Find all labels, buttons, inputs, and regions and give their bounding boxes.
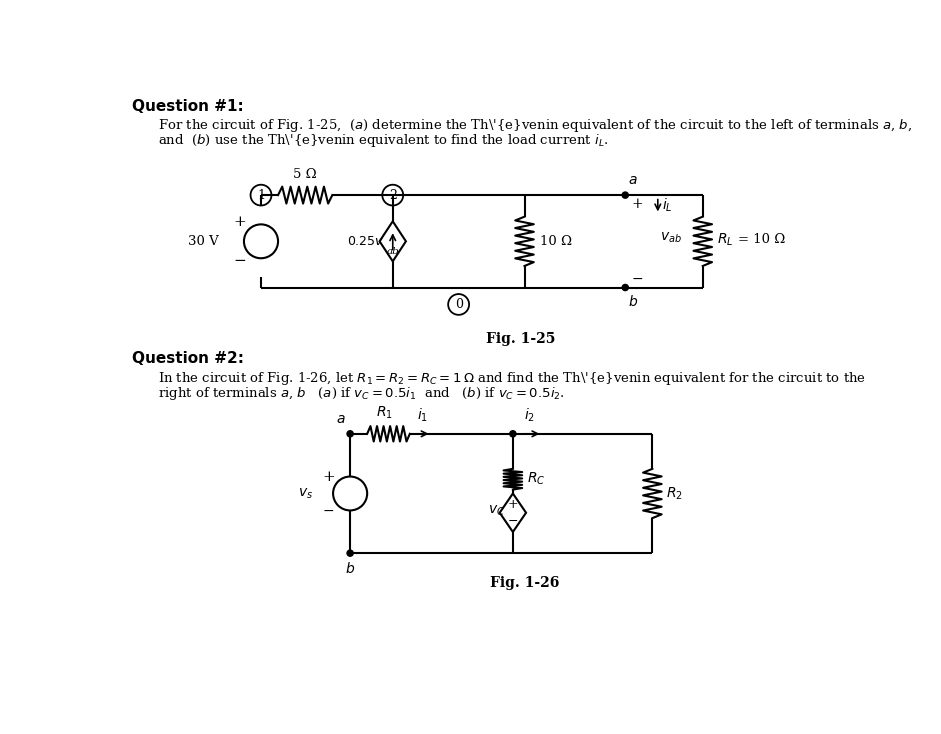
Text: 0: 0	[455, 298, 463, 311]
Text: Fig. 1-26: Fig. 1-26	[490, 576, 559, 590]
Text: $R_1$: $R_1$	[376, 404, 393, 421]
Circle shape	[622, 192, 629, 198]
Text: $b$: $b$	[629, 294, 639, 309]
Text: Fig. 1-25: Fig. 1-25	[486, 333, 555, 346]
Circle shape	[347, 431, 353, 437]
Text: ab: ab	[387, 247, 399, 256]
Text: $R_2$: $R_2$	[666, 485, 683, 501]
Text: 10 Ω: 10 Ω	[540, 235, 572, 248]
Circle shape	[347, 550, 353, 556]
Text: Question #2:: Question #2:	[132, 352, 244, 366]
Text: +: +	[233, 215, 246, 229]
Text: and  ($b$) use the Th\'{e}venin equivalent to find the load current $i_L$.: and ($b$) use the Th\'{e}venin equivalen…	[158, 132, 609, 149]
Text: $v_C$: $v_C$	[488, 504, 505, 518]
Text: 5 Ω: 5 Ω	[294, 168, 317, 181]
Text: 2: 2	[389, 189, 397, 202]
Text: $R_L$: $R_L$	[717, 231, 733, 248]
Text: For the circuit of Fig. 1-25,  ($a$) determine the Th\'{e}venin equivalent of th: For the circuit of Fig. 1-25, ($a$) dete…	[158, 117, 912, 134]
Text: 30 V: 30 V	[187, 235, 218, 248]
Text: right of terminals $a$, $b$   ($a$) if $v_C = 0.5i_1$  and   ($b$) if $v_C = 0.5: right of terminals $a$, $b$ ($a$) if $v_…	[158, 385, 565, 402]
Text: $a$: $a$	[629, 173, 638, 187]
Text: = 10 Ω: = 10 Ω	[739, 233, 786, 247]
Text: $i_2$: $i_2$	[524, 407, 534, 424]
Text: $v_{ab}$: $v_{ab}$	[661, 230, 682, 244]
Circle shape	[622, 285, 629, 291]
Text: −: −	[323, 504, 334, 517]
Text: −: −	[233, 253, 246, 268]
Text: $v_s$: $v_s$	[298, 487, 313, 501]
Text: +: +	[322, 470, 335, 484]
Text: $0.25v$: $0.25v$	[346, 235, 383, 248]
Text: $i_1$: $i_1$	[417, 407, 428, 424]
Text: −: −	[507, 515, 518, 528]
Text: $R_C$: $R_C$	[527, 471, 545, 487]
Text: $b$: $b$	[345, 561, 355, 576]
Text: $i_L$: $i_L$	[662, 197, 673, 214]
Text: Question #1:: Question #1:	[132, 99, 244, 114]
Text: +: +	[507, 498, 518, 511]
Circle shape	[510, 431, 516, 437]
Text: +: +	[631, 197, 643, 211]
Text: In the circuit of Fig. 1-26, let $R_1 = R_2 = R_C = 1\,\Omega$ and find the Th\': In the circuit of Fig. 1-26, let $R_1 = …	[158, 370, 866, 387]
Text: 1: 1	[257, 189, 265, 202]
Text: $a$: $a$	[336, 412, 345, 426]
Text: −: −	[631, 272, 643, 286]
